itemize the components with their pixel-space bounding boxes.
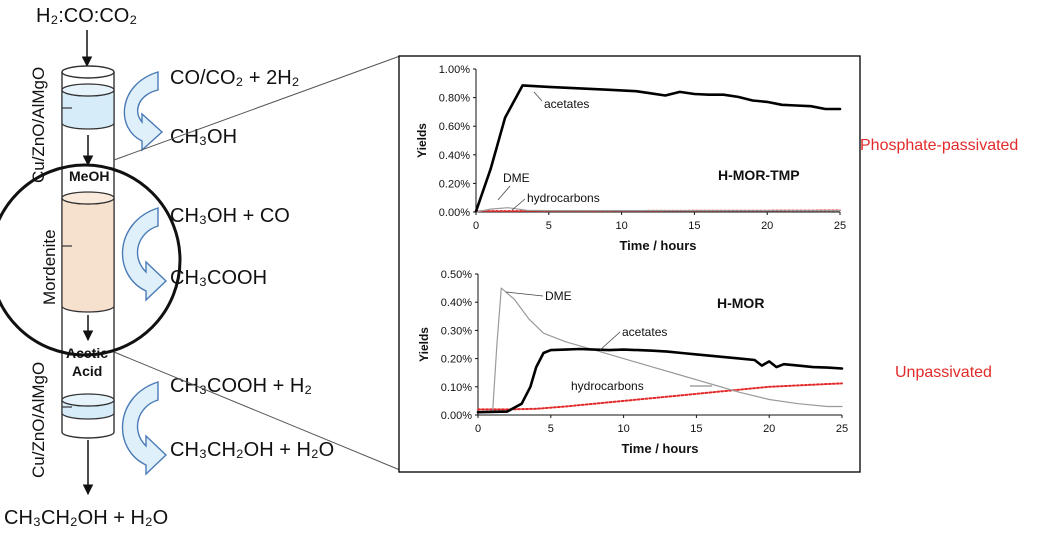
reaction-arrows: [121, 71, 168, 476]
series-line-acetates: [476, 347, 844, 414]
x-tick-label: 10: [615, 220, 627, 232]
annotation-leader-acetates: [599, 331, 621, 351]
annotation-DME: DME: [503, 171, 530, 185]
acetic-label-1: Acetic: [66, 345, 108, 361]
chart-title: H-MOR-TMP: [718, 167, 800, 183]
curved-arrow-2: [121, 207, 168, 302]
r3-reactants: CH₃COOH + H₂: [170, 375, 312, 397]
y-tick-label: 0.80%: [439, 93, 470, 105]
annotation-DME: DME: [545, 289, 572, 303]
y-tick-label: 0.10%: [441, 382, 472, 394]
x-tick-label: 0: [475, 423, 481, 435]
annotation-acetates: acetates: [622, 325, 667, 339]
x-axis-label: Time / hours: [619, 238, 696, 253]
chart-h-mor: 0.00% 0.10% 0.20% 0.30% 0.40% 0.50% 0 5 10 15 20 25…: [417, 269, 848, 456]
x-tick-label: 15: [690, 423, 702, 435]
curved-arrow-3: [121, 381, 168, 476]
r1-reactants: CO/CO₂ + 2H₂: [170, 67, 299, 89]
y-tick-label: 0.20%: [441, 354, 472, 366]
label-unpassivated: Unpassivated: [895, 364, 992, 381]
y-tick-label: 0.50%: [441, 269, 472, 281]
annotation-hydrocarbons: hydrocarbons: [527, 191, 600, 205]
annotation-leader-DME: [505, 291, 544, 297]
x-tick-label: 20: [761, 220, 773, 232]
acetic-label-2: Acid: [72, 363, 102, 379]
y-tick-label: 0.40%: [439, 150, 470, 162]
tube-top: [61, 65, 115, 79]
y-tick-label: 0.00%: [439, 207, 470, 219]
y-tick-label: 1.00%: [439, 64, 470, 76]
x-axis-label: Time / hours: [621, 441, 698, 456]
annotation-leader-DME: [497, 185, 511, 201]
meoh-label: MeOH: [69, 168, 109, 184]
top-bed-cap: [61, 83, 115, 97]
annotation-leader-hydrocarbons: [511, 198, 526, 211]
mordenite-zoom-circle: [0, 163, 182, 357]
y-tick-label: 0.60%: [439, 121, 470, 133]
y-axis-label: Yields: [415, 123, 429, 158]
x-tick-label: 25: [836, 423, 848, 435]
zoom-line-top: [113, 55, 401, 161]
x-tick-label: 20: [763, 423, 775, 435]
catalyst-top-label: Cu/ZnO/AlMgO: [29, 67, 48, 183]
tube-bottom: [61, 431, 115, 439]
mordenite-bed: [61, 197, 115, 313]
y-tick-label: 0.40%: [441, 297, 472, 309]
r2-reactants: CH₃OH + CO: [170, 205, 290, 227]
series-line-acetates: [474, 84, 842, 213]
x-tick-label: 10: [617, 423, 629, 435]
r1-product: CH₃OH: [170, 126, 237, 148]
y-tick-label: 0.00%: [441, 410, 472, 422]
chart-h-mor-tmp: 0.00% 0.20% 0.40% 0.60% 0.80% 1.00% 0 5 10 15 20 25…: [415, 64, 846, 253]
y-tick-label: 0.30%: [441, 325, 472, 337]
series-line-hydrocarbons: [477, 382, 843, 411]
feed-label: H₂:CO:CO₂: [36, 5, 137, 27]
annotation-hydrocarbons: hydrocarbons: [571, 379, 644, 393]
x-tick-label: 5: [548, 423, 554, 435]
curved-arrow-1: [123, 71, 164, 152]
x-tick-label: 0: [473, 220, 479, 232]
x-tick-label: 25: [834, 220, 846, 232]
x-tick-label: 5: [546, 220, 552, 232]
annotation-acetates: acetates: [544, 97, 589, 111]
reaction-equations: CO/CO₂ + 2H₂ CH₃OH CH₃OH + CO CH₃COOH CH…: [170, 67, 334, 461]
r2-product: CH₃COOH: [170, 267, 267, 289]
annotation-leader-acetates: [533, 91, 543, 102]
x-tick-label: 15: [688, 220, 700, 232]
r3-product: CH₃CH₂OH + H₂O: [170, 439, 334, 461]
mordenite-bed-cap: [61, 191, 115, 205]
series-line-DME: [477, 287, 843, 413]
series-line-DME: [475, 207, 841, 213]
zoom-line-bottom: [113, 351, 401, 471]
reactor-column: H₂:CO:CO₂ MeOH Mordenite Acetic Acid CH₃…: [0, 5, 182, 529]
label-phosphate-passivated: Phosphate-passivated: [860, 137, 1018, 154]
chart-title: H-MOR: [717, 295, 764, 311]
bottom-bed-cap: [61, 393, 115, 407]
y-tick-label: 0.20%: [439, 178, 470, 190]
catalyst-bottom-label: Cu/ZnO/AlMgO: [29, 362, 48, 478]
product-label: CH₃CH₂OH + H₂O: [4, 507, 168, 529]
mordenite-label: Mordenite: [40, 229, 59, 305]
y-axis-label: Yields: [417, 327, 431, 362]
